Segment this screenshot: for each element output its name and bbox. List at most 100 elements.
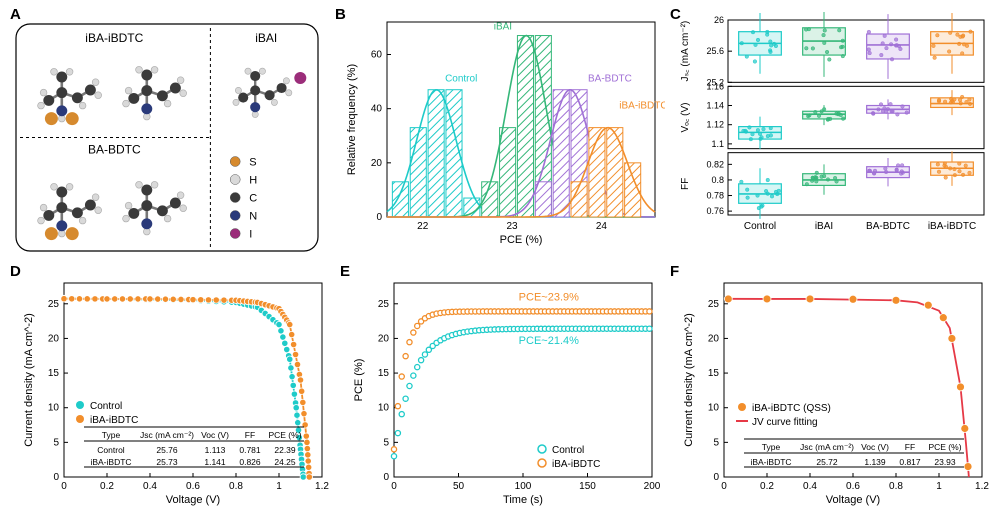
svg-text:20: 20 xyxy=(371,158,383,169)
svg-text:0.826: 0.826 xyxy=(239,457,261,467)
svg-text:Current density (mA cm^-2): Current density (mA cm^-2) xyxy=(683,313,695,447)
svg-text:0.817: 0.817 xyxy=(899,457,921,467)
svg-text:iBA-iBDTC: iBA-iBDTC xyxy=(90,415,138,426)
svg-text:iBAI: iBAI xyxy=(255,31,277,45)
svg-text:0: 0 xyxy=(721,481,727,492)
svg-text:1.2: 1.2 xyxy=(975,481,989,492)
svg-text:0: 0 xyxy=(61,481,67,492)
svg-text:iBA-iBDTC (QSS): iBA-iBDTC (QSS) xyxy=(752,403,831,414)
svg-text:23.93: 23.93 xyxy=(934,457,956,467)
svg-text:100: 100 xyxy=(515,481,532,492)
svg-text:20: 20 xyxy=(48,333,60,344)
svg-text:0: 0 xyxy=(391,481,397,492)
svg-text:Jsc (mA cm⁻²): Jsc (mA cm⁻²) xyxy=(140,430,194,440)
svg-text:1.16: 1.16 xyxy=(706,81,724,91)
svg-text:PCE (%): PCE (%) xyxy=(928,442,961,452)
svg-text:25.72: 25.72 xyxy=(816,457,838,467)
svg-text:25.76: 25.76 xyxy=(156,445,178,455)
svg-text:BA-BDTC: BA-BDTC xyxy=(588,74,632,85)
svg-text:Voc (V): Voc (V) xyxy=(201,430,229,440)
svg-text:Current density (mA cm^-2): Current density (mA cm^-2) xyxy=(23,313,35,447)
svg-text:FF: FF xyxy=(680,178,691,190)
svg-text:PCE~21.4%: PCE~21.4% xyxy=(519,335,579,347)
svg-text:25.6: 25.6 xyxy=(706,46,724,56)
svg-text:iBA-iBDTC: iBA-iBDTC xyxy=(928,221,976,232)
svg-text:25: 25 xyxy=(378,299,390,310)
svg-text:1: 1 xyxy=(276,481,282,492)
svg-text:BA-BDTC: BA-BDTC xyxy=(866,221,910,232)
svg-text:5: 5 xyxy=(713,437,719,448)
svg-text:Control: Control xyxy=(744,221,776,232)
svg-text:1.141: 1.141 xyxy=(204,457,226,467)
svg-text:Voltage (V): Voltage (V) xyxy=(826,494,880,506)
svg-text:25.73: 25.73 xyxy=(156,457,178,467)
svg-text:0: 0 xyxy=(383,472,389,483)
svg-text:iBA-iBDTC: iBA-iBDTC xyxy=(619,101,665,112)
svg-text:15: 15 xyxy=(708,368,720,379)
svg-text:10: 10 xyxy=(48,403,60,414)
svg-text:0.78: 0.78 xyxy=(706,191,724,201)
svg-text:N: N xyxy=(249,211,257,223)
svg-text:0.4: 0.4 xyxy=(803,481,817,492)
svg-text:0.4: 0.4 xyxy=(143,481,157,492)
svg-text:iBAI: iBAI xyxy=(815,221,833,232)
svg-text:Control: Control xyxy=(445,74,477,85)
svg-text:0.82: 0.82 xyxy=(706,159,724,169)
svg-text:1.113: 1.113 xyxy=(205,445,226,455)
svg-text:200: 200 xyxy=(644,481,661,492)
svg-text:Type: Type xyxy=(762,442,781,452)
svg-text:Control: Control xyxy=(97,445,125,455)
svg-text:H: H xyxy=(249,175,257,187)
svg-text:1.14: 1.14 xyxy=(706,101,724,111)
svg-text:C: C xyxy=(249,193,257,205)
svg-text:FF: FF xyxy=(905,442,915,452)
panel-b-histogram: 2223240204060PCE (%)Relative frequency (… xyxy=(335,12,665,257)
svg-text:0.781: 0.781 xyxy=(239,445,261,455)
svg-text:Type: Type xyxy=(102,430,121,440)
svg-text:iBA-iBDTC: iBA-iBDTC xyxy=(90,457,131,467)
svg-text:50: 50 xyxy=(453,481,465,492)
svg-text:Jsc (mA cm⁻²): Jsc (mA cm⁻²) xyxy=(800,442,854,452)
svg-text:0: 0 xyxy=(376,212,382,223)
svg-text:PCE (%): PCE (%) xyxy=(353,359,365,402)
svg-text:S: S xyxy=(249,157,256,169)
svg-text:0.6: 0.6 xyxy=(186,481,200,492)
svg-text:20: 20 xyxy=(378,333,390,344)
svg-text:0.2: 0.2 xyxy=(100,481,114,492)
svg-text:Voc (V): Voc (V) xyxy=(861,442,889,452)
svg-text:0.8: 0.8 xyxy=(711,175,724,185)
svg-text:20: 20 xyxy=(708,333,720,344)
svg-text:0: 0 xyxy=(53,472,59,483)
svg-text:Control: Control xyxy=(90,401,122,412)
svg-text:iBAI: iBAI xyxy=(494,21,512,32)
svg-text:Relative frequency (%): Relative frequency (%) xyxy=(346,64,358,175)
panel-f-qss: 00.20.40.60.811.20510152025Voltage (V)Cu… xyxy=(672,275,992,515)
svg-text:Jₛ꜀ (mA cm⁻²): Jₛ꜀ (mA cm⁻²) xyxy=(680,21,691,82)
svg-text:10: 10 xyxy=(708,403,720,414)
svg-text:0.8: 0.8 xyxy=(889,481,903,492)
svg-text:0: 0 xyxy=(713,472,719,483)
svg-text:iBA-iBDTC: iBA-iBDTC xyxy=(85,31,143,45)
svg-text:26: 26 xyxy=(714,15,724,25)
svg-text:0.6: 0.6 xyxy=(846,481,860,492)
svg-text:Control: Control xyxy=(552,445,584,456)
svg-text:PCE (%): PCE (%) xyxy=(500,234,543,246)
svg-text:1: 1 xyxy=(936,481,942,492)
svg-text:Voltage (V): Voltage (V) xyxy=(166,494,220,506)
svg-text:150: 150 xyxy=(579,481,596,492)
svg-text:1.139: 1.139 xyxy=(864,457,886,467)
svg-text:Vₒ꜀ (V): Vₒ꜀ (V) xyxy=(680,102,691,132)
svg-text:24: 24 xyxy=(596,221,608,232)
svg-text:25: 25 xyxy=(708,299,720,310)
svg-text:JV curve fitting: JV curve fitting xyxy=(752,417,818,428)
panel-a-molecules: iBA-iBDTCiBAIBA-BDTCSHCNI xyxy=(12,20,322,255)
svg-text:0.76: 0.76 xyxy=(706,206,724,216)
panel-e-spo: 0501001502000510152025Time (s)PCE (%)PCE… xyxy=(342,275,662,515)
svg-text:1.12: 1.12 xyxy=(706,120,724,130)
svg-text:PCE~23.9%: PCE~23.9% xyxy=(519,291,579,303)
svg-text:15: 15 xyxy=(378,368,390,379)
svg-text:22: 22 xyxy=(417,221,429,232)
svg-text:15: 15 xyxy=(48,368,60,379)
svg-text:5: 5 xyxy=(383,437,389,448)
svg-text:40: 40 xyxy=(371,104,383,115)
